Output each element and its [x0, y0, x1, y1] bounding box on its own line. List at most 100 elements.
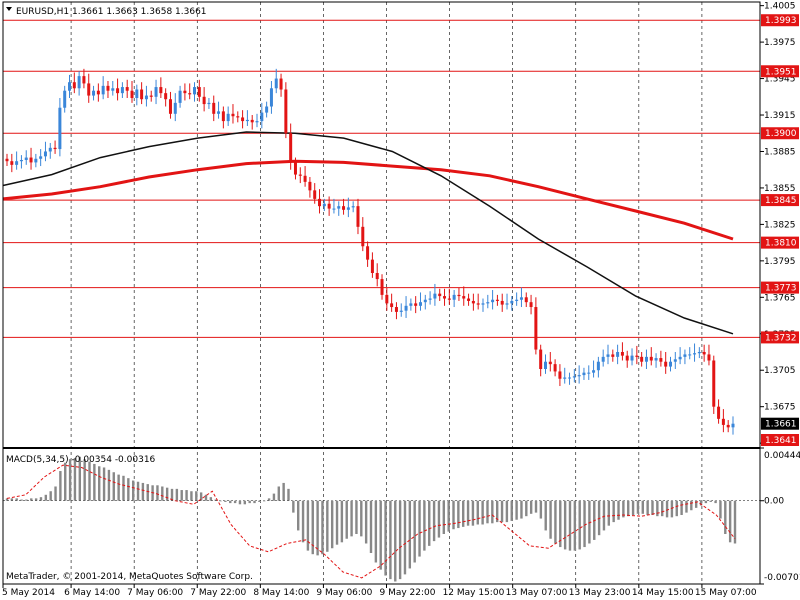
macd-bar: [141, 482, 145, 501]
macd-bar: [457, 500, 460, 529]
level-price-tag: [761, 65, 799, 78]
candle-body: [34, 158, 38, 163]
level-price-label: 1.3900: [765, 129, 797, 139]
macd-bar: [588, 500, 591, 544]
macd-bar: [559, 500, 562, 548]
candle-body: [188, 93, 192, 95]
candle-body: [495, 299, 499, 301]
price-tick-label: 1.3675: [764, 403, 796, 413]
candle-body: [572, 376, 576, 378]
macd-bar: [112, 472, 115, 501]
macd-bar: [49, 491, 52, 501]
macd-bar: [622, 500, 625, 518]
candle-body: [418, 302, 422, 306]
candle-body: [58, 107, 62, 150]
candle-body: [649, 356, 653, 361]
candle-body: [620, 351, 624, 356]
candle-body: [154, 87, 158, 97]
macd-bar: [656, 500, 659, 517]
candle-body: [510, 300, 514, 304]
macd-bar: [229, 500, 232, 504]
candle-body: [731, 423, 735, 428]
candle-body: [438, 293, 442, 297]
candle-body: [193, 87, 197, 95]
macd-bar: [641, 500, 644, 514]
macd-bar: [165, 487, 169, 501]
macd-bar: [195, 491, 198, 501]
candle-body: [423, 299, 427, 303]
candle-body: [231, 113, 235, 117]
price-tick-label: 1.3765: [764, 293, 796, 303]
macd-bar: [93, 463, 96, 501]
candle-body: [342, 206, 346, 210]
candle-body: [269, 88, 273, 107]
macd-bar: [88, 461, 91, 501]
candle-body: [284, 89, 288, 134]
macd-bar: [59, 471, 62, 501]
macd-bar: [403, 500, 407, 575]
candle-body: [611, 354, 615, 357]
candle-body: [443, 296, 447, 299]
candle-body: [164, 93, 168, 100]
candle-body: [72, 82, 76, 89]
time-tick-label: 15 May 07:00: [695, 588, 757, 598]
price-tick-label: 1.3795: [764, 257, 796, 267]
macd-tick-label: 0.00: [764, 497, 784, 507]
candle-body: [178, 90, 182, 103]
candle-body: [5, 158, 9, 162]
candle-body: [558, 371, 562, 379]
candle-body: [250, 119, 254, 123]
macd-bar: [568, 500, 572, 551]
candle-body: [351, 206, 355, 208]
macd-bar: [442, 500, 445, 534]
price-tick-label: 1.3885: [764, 147, 796, 157]
macd-bar: [258, 500, 261, 502]
chart-frame: [2, 1, 761, 585]
candle-body: [207, 102, 211, 105]
candle-body: [183, 90, 187, 94]
time-axis[interactable]: 5 May 2014 6 May 14:00 7 May 06:00 7 May 22…: [2, 584, 757, 598]
candle-body: [265, 106, 269, 113]
candle-body: [654, 358, 658, 361]
candle-body: [409, 303, 413, 306]
candle-body: [721, 418, 725, 425]
macd-bar: [219, 500, 222, 502]
candle-body: [274, 78, 278, 89]
candle-body: [130, 90, 134, 99]
macd-bar: [297, 500, 300, 531]
macd-bar: [539, 500, 543, 519]
level-price-label: 1.3845: [765, 196, 797, 206]
level-price-tag: [761, 127, 799, 140]
macd-bar: [627, 500, 630, 517]
candle-body: [111, 88, 115, 91]
macd-tick-label: 0.00444: [764, 451, 800, 461]
macd-bar: [131, 480, 135, 501]
candle-body: [226, 113, 230, 122]
candle-body: [24, 157, 28, 160]
candle-body: [346, 207, 350, 210]
macd-bar: [549, 500, 552, 539]
candle-body: [486, 302, 490, 304]
candle-body: [53, 147, 57, 150]
macd-bar: [248, 500, 251, 504]
macd-bar: [495, 500, 499, 523]
level-price-label: 1.3773: [765, 284, 797, 294]
price-tick-label: 1.3915: [764, 111, 796, 121]
macd-axis[interactable]: 0.00444 0.00 -0.00701: [760, 447, 800, 585]
candle-body: [370, 259, 374, 274]
candle-body: [106, 85, 110, 91]
macd-bar: [20, 499, 23, 501]
candle-body: [447, 298, 451, 300]
candle-body: [197, 87, 201, 97]
macd-bar: [578, 500, 581, 550]
dropdown-triangle-icon[interactable]: [6, 7, 12, 11]
price-axis[interactable]: 1.4005 1.3975 1.3945 1.3915 1.3885 1.3855 1.38…: [760, 2, 799, 449]
macd-bar: [68, 459, 72, 501]
macd-indicator: [5, 456, 737, 582]
candle-body: [366, 246, 370, 260]
macd-bar: [699, 500, 703, 506]
candle-body: [505, 303, 509, 305]
macd-bar: [122, 475, 125, 501]
price-tick-label: 1.3855: [764, 184, 796, 194]
